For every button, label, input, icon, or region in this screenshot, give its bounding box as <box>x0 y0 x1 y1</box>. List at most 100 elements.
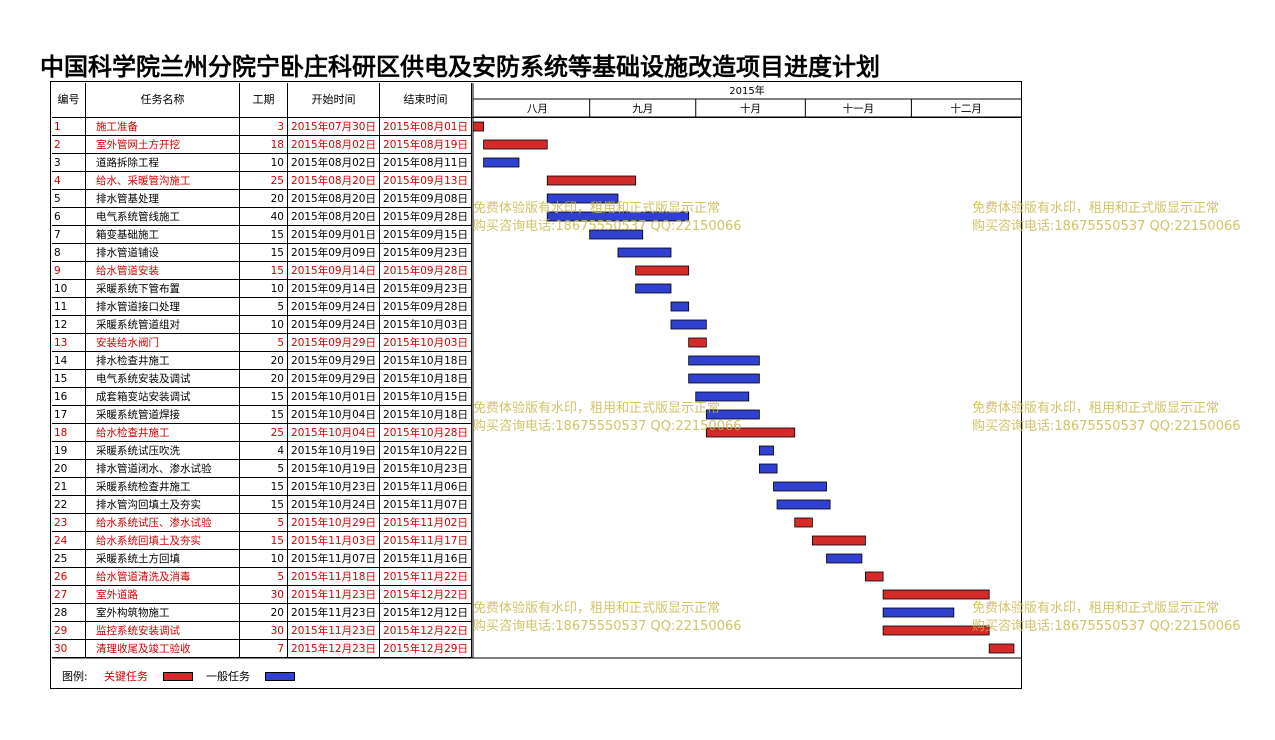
table-row: 14 排水检查井施工 20 2015年09月29日 2015年10月18日 <box>52 352 472 370</box>
task-no: 8 <box>52 244 86 262</box>
task-duration: 15 <box>240 496 288 514</box>
task-duration: 25 <box>240 172 288 190</box>
task-duration: 15 <box>240 406 288 424</box>
task-name: 电气系统管线施工 <box>86 208 240 226</box>
task-end: 2015年09月28日 <box>380 298 472 316</box>
task-end: 2015年09月15日 <box>380 226 472 244</box>
task-duration: 10 <box>240 550 288 568</box>
header-end: 结束时间 <box>380 83 472 117</box>
task-end: 2015年08月11日 <box>380 154 472 172</box>
task-no: 2 <box>52 136 86 154</box>
task-no: 19 <box>52 442 86 460</box>
task-start: 2015年11月23日 <box>288 622 380 640</box>
task-name: 给水管道安装 <box>86 262 240 280</box>
task-duration: 5 <box>240 568 288 586</box>
task-duration: 15 <box>240 532 288 550</box>
task-start: 2015年08月02日 <box>288 136 380 154</box>
critical-task-bar <box>865 571 884 582</box>
task-no: 4 <box>52 172 86 190</box>
table-row: 13 安装给水阀门 5 2015年09月29日 2015年10月03日 <box>52 334 472 352</box>
critical-task-bar <box>988 643 1015 654</box>
task-name: 采暖系统管道焊接 <box>86 406 240 424</box>
task-duration: 20 <box>240 352 288 370</box>
critical-task-bar <box>882 625 990 636</box>
task-duration: 15 <box>240 244 288 262</box>
legend-normal-swatch <box>265 672 295 681</box>
task-name: 给水系统回填土及夯实 <box>86 532 240 550</box>
critical-task-bar <box>812 535 866 546</box>
critical-task-bar <box>794 517 813 528</box>
normal-task-bar <box>688 355 760 366</box>
task-name: 给水管道清洗及消毒 <box>86 568 240 586</box>
task-end: 2015年12月22日 <box>380 586 472 604</box>
table-row: 20 排水管道闭水、渗水试验 5 2015年10月19日 2015年10月23日 <box>52 460 472 478</box>
table-row: 29 监控系统安装调试 30 2015年11月23日 2015年12月22日 <box>52 622 472 640</box>
task-no: 3 <box>52 154 86 172</box>
task-duration: 10 <box>240 280 288 298</box>
table-row: 17 采暖系统管道焊接 15 2015年10月04日 2015年10月18日 <box>52 406 472 424</box>
task-end: 2015年10月28日 <box>380 424 472 442</box>
task-start: 2015年08月20日 <box>288 172 380 190</box>
table-row: 23 给水系统试压、渗水试验 5 2015年10月29日 2015年11月02日 <box>52 514 472 532</box>
header-no: 编号 <box>52 83 86 117</box>
normal-task-bar <box>617 247 672 258</box>
task-end: 2015年09月08日 <box>380 190 472 208</box>
table-row: 9 给水管道安装 15 2015年09月14日 2015年09月28日 <box>52 262 472 280</box>
task-name: 给水、采暖管沟施工 <box>86 172 240 190</box>
legend-critical-label: 关键任务 <box>104 670 148 683</box>
task-no: 7 <box>52 226 86 244</box>
task-no: 21 <box>52 478 86 496</box>
task-duration: 5 <box>240 298 288 316</box>
table-row: 19 采暖系统试压吹洗 4 2015年10月19日 2015年10月22日 <box>52 442 472 460</box>
task-end: 2015年10月18日 <box>380 352 472 370</box>
task-no: 24 <box>52 532 86 550</box>
task-start: 2015年08月20日 <box>288 190 380 208</box>
task-end: 2015年11月22日 <box>380 568 472 586</box>
task-name: 给水检查井施工 <box>86 424 240 442</box>
task-end: 2015年11月16日 <box>380 550 472 568</box>
task-duration: 5 <box>240 460 288 478</box>
task-name: 室外构筑物施工 <box>86 604 240 622</box>
normal-task-bar <box>758 463 778 474</box>
task-duration: 20 <box>240 604 288 622</box>
header-duration: 工期 <box>240 83 288 117</box>
task-no: 20 <box>52 460 86 478</box>
table-row: 28 室外构筑物施工 20 2015年11月23日 2015年12月12日 <box>52 604 472 622</box>
task-end: 2015年08月19日 <box>380 136 472 154</box>
table-row: 8 排水管道铺设 15 2015年09月09日 2015年09月23日 <box>52 244 472 262</box>
task-start: 2015年10月29日 <box>288 514 380 532</box>
task-no: 11 <box>52 298 86 316</box>
task-end: 2015年11月02日 <box>380 514 472 532</box>
normal-task-bar <box>882 607 955 618</box>
critical-task-bar <box>635 265 690 276</box>
table-row: 15 电气系统安装及调试 20 2015年09月29日 2015年10月18日 <box>52 370 472 388</box>
table-row: 22 排水管沟回填土及夯实 15 2015年10月24日 2015年11月07日 <box>52 496 472 514</box>
task-start: 2015年10月19日 <box>288 442 380 460</box>
task-duration: 30 <box>240 622 288 640</box>
task-duration: 15 <box>240 262 288 280</box>
task-start: 2015年11月03日 <box>288 532 380 550</box>
table-row: 30 清理收尾及竣工验收 7 2015年12月23日 2015年12月29日 <box>52 640 472 658</box>
normal-task-bar <box>773 481 827 492</box>
task-name: 排水检查井施工 <box>86 352 240 370</box>
table-row: 21 采暖系统检查井施工 15 2015年10月23日 2015年11月06日 <box>52 478 472 496</box>
critical-task-bar <box>705 427 796 438</box>
task-name: 采暖系统管道组对 <box>86 316 240 334</box>
task-duration: 5 <box>240 334 288 352</box>
task-no: 9 <box>52 262 86 280</box>
task-duration: 15 <box>240 226 288 244</box>
task-no: 28 <box>52 604 86 622</box>
task-end: 2015年09月23日 <box>380 244 472 262</box>
task-name: 道路拆除工程 <box>86 154 240 172</box>
task-end: 2015年12月22日 <box>380 622 472 640</box>
task-duration: 30 <box>240 586 288 604</box>
legend-critical-swatch <box>163 672 193 681</box>
critical-task-bar <box>882 589 990 600</box>
task-start: 2015年08月20日 <box>288 208 380 226</box>
task-no: 26 <box>52 568 86 586</box>
task-duration: 25 <box>240 424 288 442</box>
table-row: 26 给水管道清洗及消毒 5 2015年11月18日 2015年11月22日 <box>52 568 472 586</box>
task-name: 采暖系统下管布置 <box>86 280 240 298</box>
task-end: 2015年09月13日 <box>380 172 472 190</box>
